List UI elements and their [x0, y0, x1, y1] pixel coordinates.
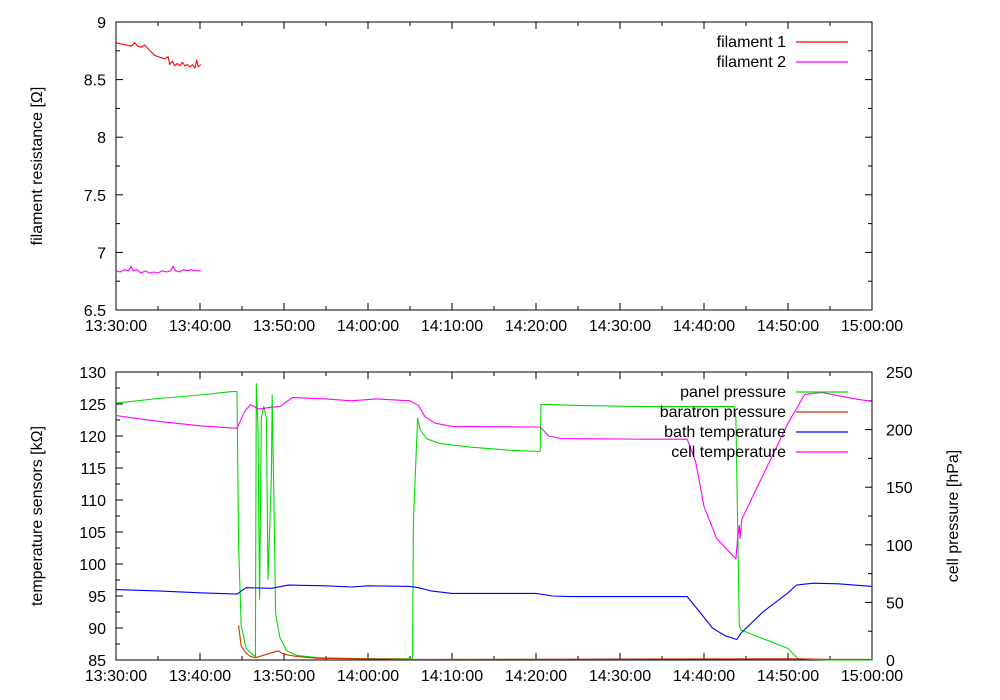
panel2-y2-tick-label: 150 [886, 480, 913, 497]
panel1-x-tick-label: 14:10:00 [421, 318, 483, 335]
panel2-legend-label: panel pressure [680, 384, 786, 401]
panel2-series-line-cell-temperature [115, 391, 873, 560]
panel2-x-tick-label: 14:40:00 [673, 668, 735, 685]
panel2-x-tick-label: 13:50:00 [253, 668, 315, 685]
panel1-legend-label: filament 2 [717, 54, 786, 71]
panel1-y-tick-label: 8 [97, 130, 106, 147]
panel1-series-line-filament-1 [115, 42, 202, 69]
panel2-y-tick-label: 115 [80, 461, 106, 478]
panel1-y-tick-label: 7.5 [84, 188, 106, 205]
panel2-y-tick-label: 120 [79, 429, 106, 446]
panel2-y2-tick-label: 200 [886, 423, 913, 440]
panel2-y-tick-label: 100 [79, 557, 106, 574]
panel2-y-tick-label: 95 [88, 589, 106, 606]
panel1-x-tick-label: 14:30:00 [589, 318, 651, 335]
panel2-series-line-baratron-pressure [238, 625, 872, 660]
panel2-y-tick-label: 130 [79, 365, 106, 382]
panel1-x-tick-label: 13:30:00 [85, 318, 147, 335]
panel2-y2-axis-label: cell pressure [hPa] [945, 450, 962, 583]
panel1-y-tick-label: 8.5 [84, 73, 106, 90]
panel2-y-tick-label: 110 [80, 493, 106, 510]
panel2-x-tick-label: 13:40:00 [169, 668, 231, 685]
panel1-x-tick-label: 14:00:00 [337, 318, 399, 335]
panel1-y-axis-label: filament resistance [Ω] [29, 87, 46, 246]
panel2-y-tick-label: 125 [79, 397, 106, 414]
panel2-legend-label: baratron pressure [660, 404, 786, 421]
panel1-y-tick-label: 6.5 [84, 303, 106, 320]
panel2-y-tick-label: 85 [88, 653, 106, 670]
panel2-series-line-bath-temperature [115, 582, 873, 641]
panel2-y-axis-label: temperature sensors [kΩ] [29, 426, 46, 606]
panel2-y-tick-label: 90 [88, 621, 106, 638]
panel2-legend-label: bath temperature [664, 424, 786, 441]
panel1-series-line-filament-2 [115, 265, 201, 274]
panel2-y2-tick-label: 100 [886, 538, 913, 555]
panel2-series-line-panel-pressure [115, 382, 872, 661]
panel2-y2-tick-label: 250 [886, 365, 913, 382]
panel2-x-tick-label: 14:20:00 [505, 668, 567, 685]
panel1-y-tick-label: 7 [97, 245, 106, 262]
panel1-x-tick-label: 14:20:00 [505, 318, 567, 335]
panel1-x-tick-label: 14:40:00 [673, 318, 735, 335]
panel1-x-tick-label: 14:50:00 [757, 318, 819, 335]
panel2-x-tick-label: 14:00:00 [337, 668, 399, 685]
panel2-x-tick-label: 13:30:00 [85, 668, 147, 685]
panel2-x-tick-label: 14:50:00 [757, 668, 819, 685]
panel1-x-tick-label: 13:50:00 [253, 318, 315, 335]
panel2-legend-label: cell temperature [671, 444, 786, 461]
panel1-x-tick-label: 15:00:00 [841, 318, 903, 335]
panel2-y-tick-label: 105 [79, 525, 106, 542]
panel2-y2-tick-label: 50 [886, 595, 904, 612]
panel2-x-tick-label: 15:00:00 [841, 668, 903, 685]
panel2-x-tick-label: 14:30:00 [589, 668, 651, 685]
panel2-y2-tick-label: 0 [886, 653, 895, 670]
panel1-x-tick-label: 13:40:00 [169, 318, 231, 335]
panel1-y-tick-label: 9 [97, 15, 106, 32]
panel2-x-tick-label: 14:10:00 [421, 668, 483, 685]
panel1-legend-label: filament 1 [717, 34, 786, 51]
